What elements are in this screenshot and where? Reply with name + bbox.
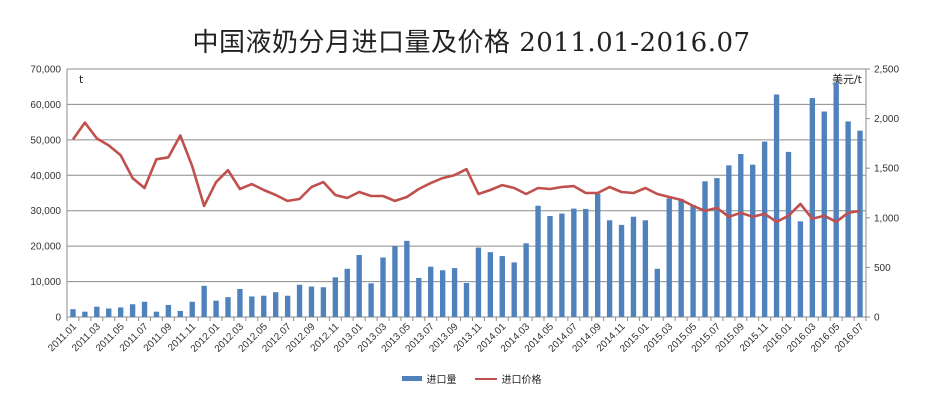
right-tick-label: 1,000 <box>874 213 899 224</box>
right-tick-label: 1,500 <box>874 164 899 175</box>
bar <box>809 98 816 318</box>
bar <box>463 282 470 317</box>
bar <box>380 257 386 317</box>
legend-item-volume: 进口量 <box>401 371 457 386</box>
legend: 进口量 进口价格 <box>0 371 943 386</box>
bar <box>451 268 458 317</box>
bar <box>129 304 136 317</box>
bar-swatch-icon <box>401 376 422 381</box>
right-axis-unit: 美元/t <box>832 73 863 86</box>
bar <box>690 205 696 317</box>
bar <box>320 287 327 317</box>
legend-label-volume: 进口量 <box>426 375 457 386</box>
bar <box>177 310 183 317</box>
right-tick-label: 0 <box>874 313 880 324</box>
bar <box>249 296 255 317</box>
bar <box>857 130 863 317</box>
bar <box>785 151 792 317</box>
bar <box>547 216 553 317</box>
bar <box>94 306 100 317</box>
bar <box>273 292 279 317</box>
bar <box>845 121 851 317</box>
bar <box>630 216 637 317</box>
bar <box>475 247 482 317</box>
bar <box>797 221 804 317</box>
bar <box>583 208 589 317</box>
bar <box>428 266 434 317</box>
bar <box>404 240 410 317</box>
bar <box>618 224 625 317</box>
bar <box>368 283 374 317</box>
bar <box>511 262 517 317</box>
chart-title: 中国液奶分月进口量及价格 2011.01-2016.07 <box>192 28 751 58</box>
bar <box>714 178 720 317</box>
bar <box>189 301 195 317</box>
bar <box>571 208 577 317</box>
bar <box>213 300 219 317</box>
bar <box>82 311 88 317</box>
bar <box>225 297 231 317</box>
bar <box>70 309 76 317</box>
bar <box>153 311 160 317</box>
price-line <box>71 121 861 224</box>
bar <box>392 246 398 317</box>
bar <box>833 82 839 317</box>
bar <box>165 304 172 317</box>
bar <box>439 270 446 317</box>
bar <box>284 295 291 317</box>
bar <box>606 220 613 317</box>
chart-plot: 0 10,000 20,000 30,000 40,000 50,000 60,000 70,… <box>30 65 899 355</box>
right-tick-label: 500 <box>874 263 891 274</box>
bar <box>296 284 303 317</box>
left-tick-label: 60,000 <box>30 100 61 111</box>
bar <box>237 289 243 317</box>
bar <box>535 205 541 317</box>
bar <box>773 94 780 317</box>
bar <box>761 141 768 317</box>
bar <box>559 213 565 317</box>
legend-item-price: 进口价格 <box>474 371 542 386</box>
bar <box>594 193 601 317</box>
right-tick-label: 2,500 <box>874 65 899 76</box>
bar <box>499 256 505 317</box>
bar <box>261 295 267 317</box>
bar <box>332 277 339 317</box>
bar <box>642 220 649 317</box>
bar <box>106 308 112 317</box>
bar <box>308 286 315 317</box>
bar <box>726 165 732 317</box>
bar <box>738 154 744 317</box>
bar <box>750 164 756 317</box>
bar <box>702 181 708 317</box>
bar <box>356 255 362 317</box>
line-swatch-icon <box>474 377 497 380</box>
bar <box>344 268 350 317</box>
left-tick-label: 40,000 <box>30 171 61 182</box>
left-tick-label: 10,000 <box>30 277 61 288</box>
bar <box>487 252 494 317</box>
bar <box>117 307 124 317</box>
bar <box>821 111 827 317</box>
left-tick-label: 0 <box>55 313 61 324</box>
left-tick-label: 70,000 <box>30 65 61 76</box>
left-axis-unit: t <box>79 73 84 86</box>
left-tick-label: 30,000 <box>30 206 61 217</box>
right-tick-label: 2,000 <box>874 114 899 125</box>
bar <box>666 198 672 317</box>
bar <box>678 199 684 317</box>
bar <box>654 268 660 317</box>
bar <box>416 278 422 317</box>
legend-label-price: 进口价格 <box>501 375 542 386</box>
bar <box>201 285 207 317</box>
bar <box>141 301 148 317</box>
left-tick-label: 50,000 <box>30 135 61 146</box>
left-tick-label: 20,000 <box>30 242 61 253</box>
bar <box>523 243 529 317</box>
